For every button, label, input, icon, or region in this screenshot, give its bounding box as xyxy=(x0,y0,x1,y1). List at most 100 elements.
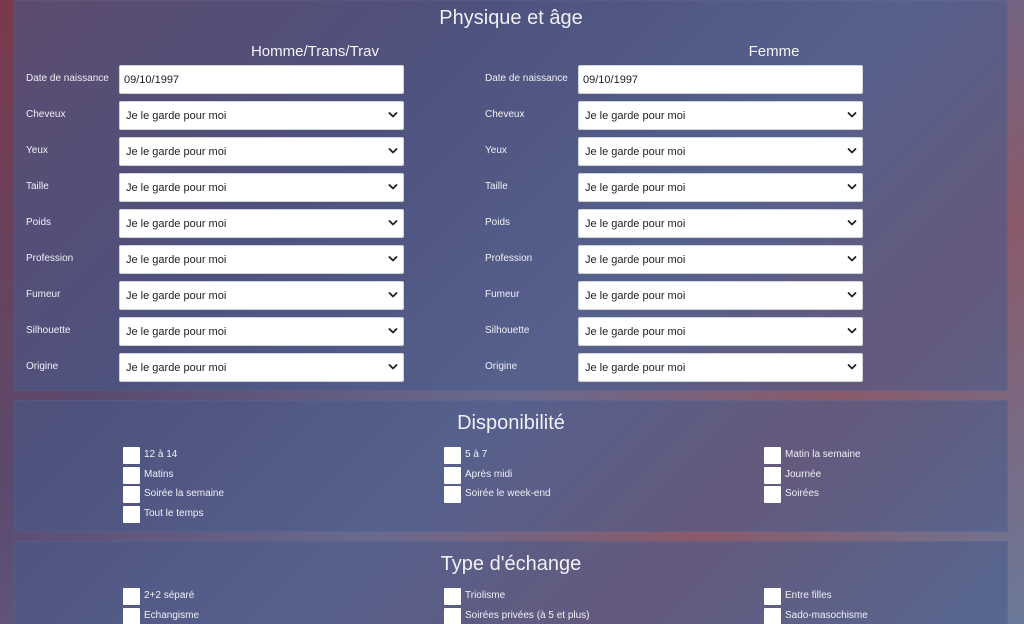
origine-selected-value: Je le garde pour moi xyxy=(126,362,227,374)
chevron-down-icon xyxy=(388,145,398,157)
checkbox-option[interactable]: Soirée la semaine xyxy=(123,486,363,504)
checkbox[interactable] xyxy=(444,486,461,503)
checkbox[interactable] xyxy=(764,466,781,484)
checkbox-option[interactable]: Triolisme xyxy=(444,588,684,606)
echange-title: Type d'échange xyxy=(440,553,582,575)
chevron-down-icon xyxy=(847,181,857,193)
fumeur-selected-value: Je le garde pour moi xyxy=(126,290,227,302)
fumeur-select[interactable]: Je le garde pour moi xyxy=(119,281,404,310)
checkbox[interactable] xyxy=(123,466,140,484)
taille-row: Taille Je le garde pour moi xyxy=(474,173,934,203)
checkbox-option[interactable]: Entre filles xyxy=(764,588,1004,606)
checkbox-option[interactable]: Matin la semaine xyxy=(764,447,1004,465)
checkbox[interactable] xyxy=(764,588,781,605)
checkbox-option[interactable]: Soirées privées (à 5 et plus) xyxy=(444,607,684,624)
checkbox-option[interactable]: Soirée le week-end xyxy=(444,486,684,504)
checkbox-label: Journée xyxy=(785,468,822,480)
poids-selected-value: Je le garde pour moi xyxy=(585,218,686,230)
checkbox-label: Triolisme xyxy=(465,590,506,601)
checkbox-option[interactable]: 2+2 séparé xyxy=(123,588,363,606)
checkbox-label: 5 à 7 xyxy=(465,449,488,460)
birthdate-row: Date de naissance 09/10/1997 xyxy=(474,65,934,95)
origine-select[interactable]: Je le garde pour moi xyxy=(578,353,863,382)
checkbox-option[interactable]: 5 à 7 xyxy=(444,447,684,465)
checkbox[interactable] xyxy=(764,486,781,503)
cheveux-row: Cheveux Je le garde pour moi xyxy=(15,101,475,131)
taille-selected-value: Je le garde pour moi xyxy=(126,182,227,194)
chevron-down-icon xyxy=(847,109,857,121)
profession-selected-value: Je le garde pour moi xyxy=(585,254,686,266)
silhouette-selected-value: Je le garde pour moi xyxy=(126,326,227,338)
checkbox-option[interactable]: Matins xyxy=(123,466,363,485)
checkbox[interactable] xyxy=(764,447,781,464)
fumeur-label: Fumeur xyxy=(485,289,520,300)
chevron-down-icon xyxy=(847,361,857,373)
physique-title: Physique et âge xyxy=(439,7,583,29)
chevron-down-icon xyxy=(388,181,398,193)
checkbox[interactable] xyxy=(444,588,461,605)
yeux-selected-value: Je le garde pour moi xyxy=(126,146,227,158)
checkbox-option[interactable]: Tout le temps xyxy=(123,505,363,524)
taille-select[interactable]: Je le garde pour moi xyxy=(578,173,863,202)
origine-label: Origine xyxy=(26,361,59,372)
checkbox[interactable] xyxy=(123,447,140,464)
chevron-down-icon xyxy=(847,217,857,229)
birthdate-input[interactable]: 09/10/1997 xyxy=(119,65,404,94)
chevron-down-icon xyxy=(388,109,398,121)
cheveux-select[interactable]: Je le garde pour moi xyxy=(119,101,404,130)
poids-selected-value: Je le garde pour moi xyxy=(126,218,227,230)
cheveux-selected-value: Je le garde pour moi xyxy=(126,110,227,122)
column-heading-femme: Femme xyxy=(748,43,800,60)
birthdate-label: Date de naissance xyxy=(26,73,109,84)
checkbox[interactable] xyxy=(444,447,461,464)
cheveux-select[interactable]: Je le garde pour moi xyxy=(578,101,863,130)
checkbox-label: Matins xyxy=(144,468,174,480)
birthdate-label: Date de naissance xyxy=(485,73,568,84)
poids-select[interactable]: Je le garde pour moi xyxy=(578,209,863,238)
origine-row: Origine Je le garde pour moi xyxy=(15,353,475,383)
checkbox-label: Après midi xyxy=(465,468,513,480)
checkbox-label: Tout le temps xyxy=(144,507,204,519)
chevron-down-icon xyxy=(388,253,398,265)
checkbox[interactable] xyxy=(764,607,781,624)
checkbox-label: Soirée le week-end xyxy=(465,488,551,499)
physique-section: Physique et âge Homme/Trans/Trav Date de… xyxy=(14,0,1008,391)
checkbox-label: Matin la semaine xyxy=(785,449,861,460)
chevron-down-icon xyxy=(388,217,398,229)
checkbox[interactable] xyxy=(444,466,461,484)
checkbox-option[interactable]: 12 à 14 xyxy=(123,447,363,465)
taille-row: Taille Je le garde pour moi xyxy=(15,173,475,203)
yeux-selected-value: Je le garde pour moi xyxy=(585,146,686,158)
checkbox[interactable] xyxy=(444,607,461,624)
yeux-row: Yeux Je le garde pour moi xyxy=(15,137,475,167)
checkbox-option[interactable]: Journée xyxy=(764,466,1004,485)
checkbox-option[interactable]: Après midi xyxy=(444,466,684,485)
birthdate-value: 09/10/1997 xyxy=(124,74,180,86)
fumeur-select[interactable]: Je le garde pour moi xyxy=(578,281,863,310)
profession-select[interactable]: Je le garde pour moi xyxy=(119,245,404,274)
birthdate-input[interactable]: 09/10/1997 xyxy=(578,65,863,94)
checkbox[interactable] xyxy=(123,588,140,605)
poids-select[interactable]: Je le garde pour moi xyxy=(119,209,404,238)
checkbox-option[interactable]: Sado-masochisme xyxy=(764,607,1004,624)
taille-select[interactable]: Je le garde pour moi xyxy=(119,173,404,202)
cheveux-row: Cheveux Je le garde pour moi xyxy=(474,101,934,131)
birthdate-value: 09/10/1997 xyxy=(583,74,639,86)
silhouette-select[interactable]: Je le garde pour moi xyxy=(119,317,404,346)
yeux-select[interactable]: Je le garde pour moi xyxy=(119,137,404,166)
silhouette-select[interactable]: Je le garde pour moi xyxy=(578,317,863,346)
yeux-label: Yeux xyxy=(485,145,507,156)
silhouette-row: Silhouette Je le garde pour moi xyxy=(15,317,475,347)
checkbox-label: Soirées xyxy=(785,488,819,499)
origine-select[interactable]: Je le garde pour moi xyxy=(119,353,404,382)
checkbox[interactable] xyxy=(123,486,140,503)
chevron-down-icon xyxy=(847,289,857,301)
checkbox[interactable] xyxy=(123,607,140,624)
checkbox-option[interactable]: Echangisme xyxy=(123,607,363,624)
checkbox-label: Soirée la semaine xyxy=(144,488,225,499)
checkbox-option[interactable]: Soirées xyxy=(764,486,1004,504)
cheveux-selected-value: Je le garde pour moi xyxy=(585,110,686,122)
checkbox[interactable] xyxy=(123,505,140,523)
yeux-select[interactable]: Je le garde pour moi xyxy=(578,137,863,166)
profession-select[interactable]: Je le garde pour moi xyxy=(578,245,863,274)
